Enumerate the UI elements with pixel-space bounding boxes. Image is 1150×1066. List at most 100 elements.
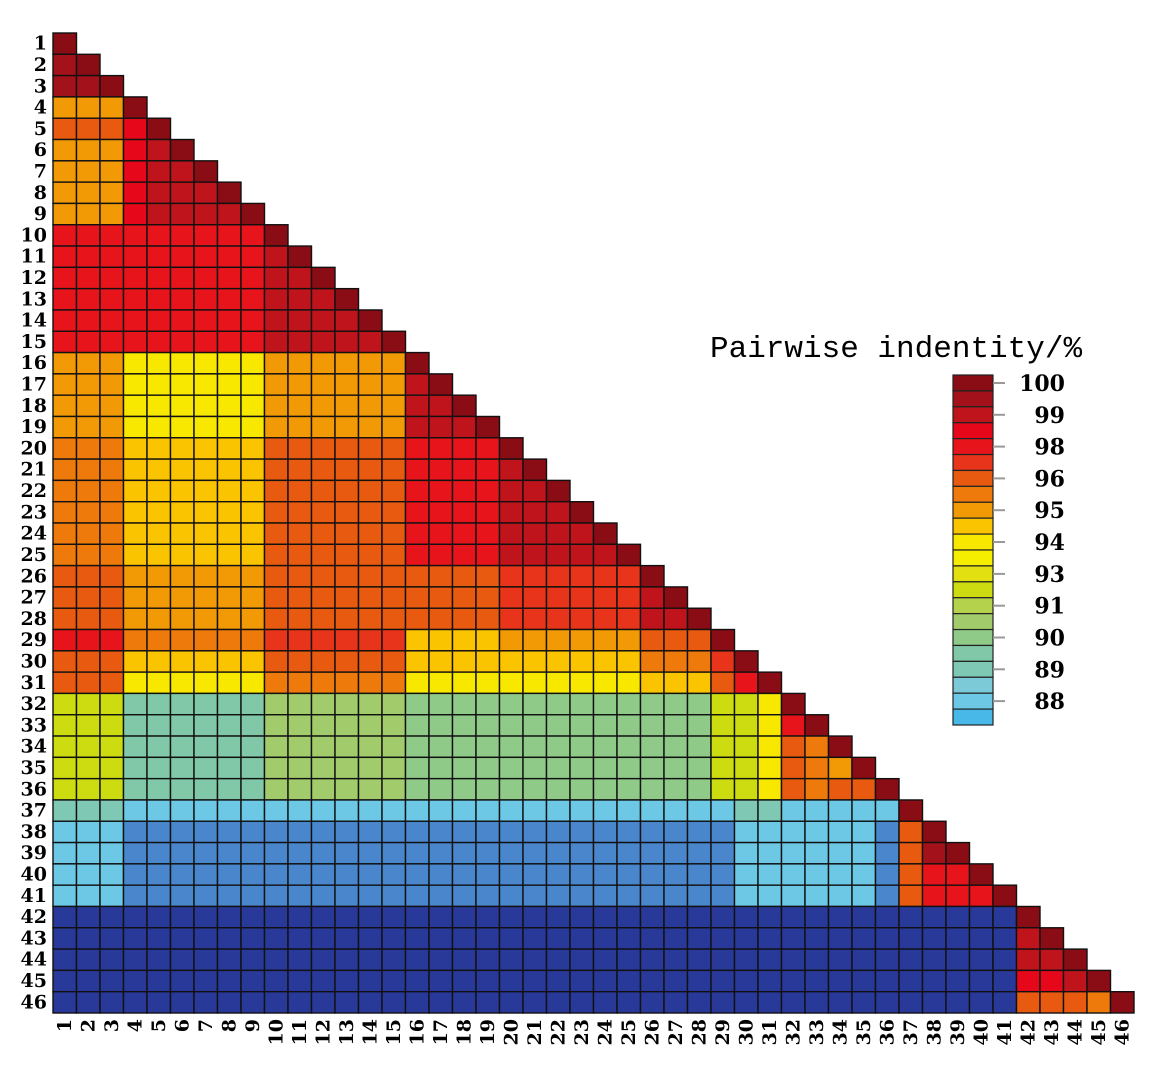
heatmap-cell: [616, 564, 642, 588]
heatmap-cell: [193, 863, 219, 886]
heatmap-cell: [52, 202, 78, 226]
heatmap-cell: [287, 437, 313, 460]
heatmap-cell: [404, 586, 430, 609]
heatmap-cell: [52, 905, 78, 929]
column-tick-label: 26: [641, 1019, 663, 1045]
heatmap-cell: [733, 841, 759, 865]
heatmap-cell: [146, 330, 172, 354]
heatmap-cell: [240, 841, 266, 865]
heatmap-cell: [240, 884, 266, 908]
heatmap-cell: [498, 458, 524, 482]
column-tick-label: 4: [124, 1019, 146, 1032]
heatmap-cell: [851, 841, 877, 865]
heatmap-cell: [99, 841, 125, 865]
heatmap-cell: [216, 777, 242, 801]
heatmap-cell: [357, 671, 383, 695]
heatmap-cell: [804, 820, 830, 844]
row-tick-label: 7: [34, 161, 47, 183]
heatmap-cell: [475, 863, 501, 886]
heatmap-cell: [193, 991, 219, 1014]
heatmap-cell: [545, 628, 571, 652]
heatmap-cell: [898, 991, 924, 1014]
heatmap-cell: [498, 714, 524, 737]
heatmap-cell: [287, 543, 313, 567]
heatmap-cell: [663, 650, 689, 673]
heatmap-cell: [733, 948, 759, 972]
heatmap-cell: [428, 948, 454, 972]
heatmap-cell: [240, 650, 266, 673]
heatmap-cell: [334, 799, 360, 822]
heatmap-cell: [216, 479, 242, 503]
heatmap-cell: [334, 884, 360, 908]
heatmap-cell: [663, 628, 689, 652]
heatmap-cell: [522, 671, 548, 695]
legend-swatch: [952, 485, 994, 503]
heatmap-cell: [52, 777, 78, 801]
heatmap-cell: [639, 586, 665, 609]
legend-swatch: [952, 708, 994, 726]
heatmap-cell: [874, 799, 900, 822]
heatmap-cell: [357, 415, 383, 439]
heatmap-cell: [287, 415, 313, 439]
heatmap-cell: [146, 394, 172, 418]
heatmap-cell: [287, 884, 313, 908]
row-tick-label: 15: [21, 331, 47, 353]
heatmap-cell: [428, 479, 454, 503]
heatmap-cell: [639, 799, 665, 822]
heatmap-cell: [240, 564, 266, 588]
heatmap-cell: [780, 777, 806, 801]
heatmap-cell: [381, 820, 407, 844]
heatmap-cell: [122, 373, 148, 396]
heatmap-cell: [428, 905, 454, 929]
heatmap-cell: [710, 714, 736, 737]
legend-swatch: [952, 549, 994, 567]
heatmap-cell: [193, 437, 219, 460]
heatmap-cell: [287, 245, 313, 269]
heatmap-cell: [310, 458, 336, 482]
heatmap-cell: [874, 948, 900, 972]
heatmap-cell: [99, 287, 125, 311]
heatmap-cell: [99, 671, 125, 695]
heatmap-cell: [780, 735, 806, 759]
heatmap-cell: [968, 927, 994, 950]
heatmap-cell: [733, 820, 759, 844]
heatmap-cell: [475, 543, 501, 567]
heatmap-cell: [52, 586, 78, 609]
heatmap-cell: [52, 969, 78, 993]
row-tick-label: 33: [21, 714, 47, 736]
heatmap-cell: [310, 991, 336, 1014]
heatmap-cell: [710, 841, 736, 865]
column-tick-label: 37: [900, 1019, 922, 1045]
heatmap-cell: [310, 394, 336, 418]
heatmap-cell: [169, 628, 195, 652]
heatmap-cell: [827, 948, 853, 972]
heatmap-cell: [710, 969, 736, 993]
heatmap-cell: [404, 671, 430, 695]
heatmap-cell: [99, 969, 125, 993]
heatmap-cell: [404, 714, 430, 737]
heatmap-cell: [498, 991, 524, 1014]
heatmap-cell: [357, 607, 383, 631]
heatmap-cell: [310, 607, 336, 631]
heatmap-cell: [804, 969, 830, 993]
heatmap-cell: [146, 501, 172, 524]
heatmap-cell: [122, 927, 148, 950]
heatmap-cell: [99, 266, 125, 290]
column-tick-label: 29: [712, 1019, 734, 1045]
heatmap-cell: [169, 138, 195, 162]
heatmap-cell: [146, 841, 172, 865]
row-tick-label: 46: [21, 991, 47, 1013]
heatmap-cell: [169, 586, 195, 609]
heatmap-cell: [851, 777, 877, 801]
heatmap-cell: [569, 948, 595, 972]
heatmap-cell: [99, 522, 125, 545]
heatmap-cell: [545, 820, 571, 844]
heatmap-cell: [898, 905, 924, 929]
heatmap-cell: [827, 905, 853, 929]
heatmap-cell: [663, 841, 689, 865]
row-tick-label: 35: [21, 757, 47, 779]
heatmap-cell: [75, 415, 101, 439]
heatmap-cell: [75, 138, 101, 162]
heatmap-cell: [592, 991, 618, 1014]
heatmap-cell: [146, 607, 172, 631]
